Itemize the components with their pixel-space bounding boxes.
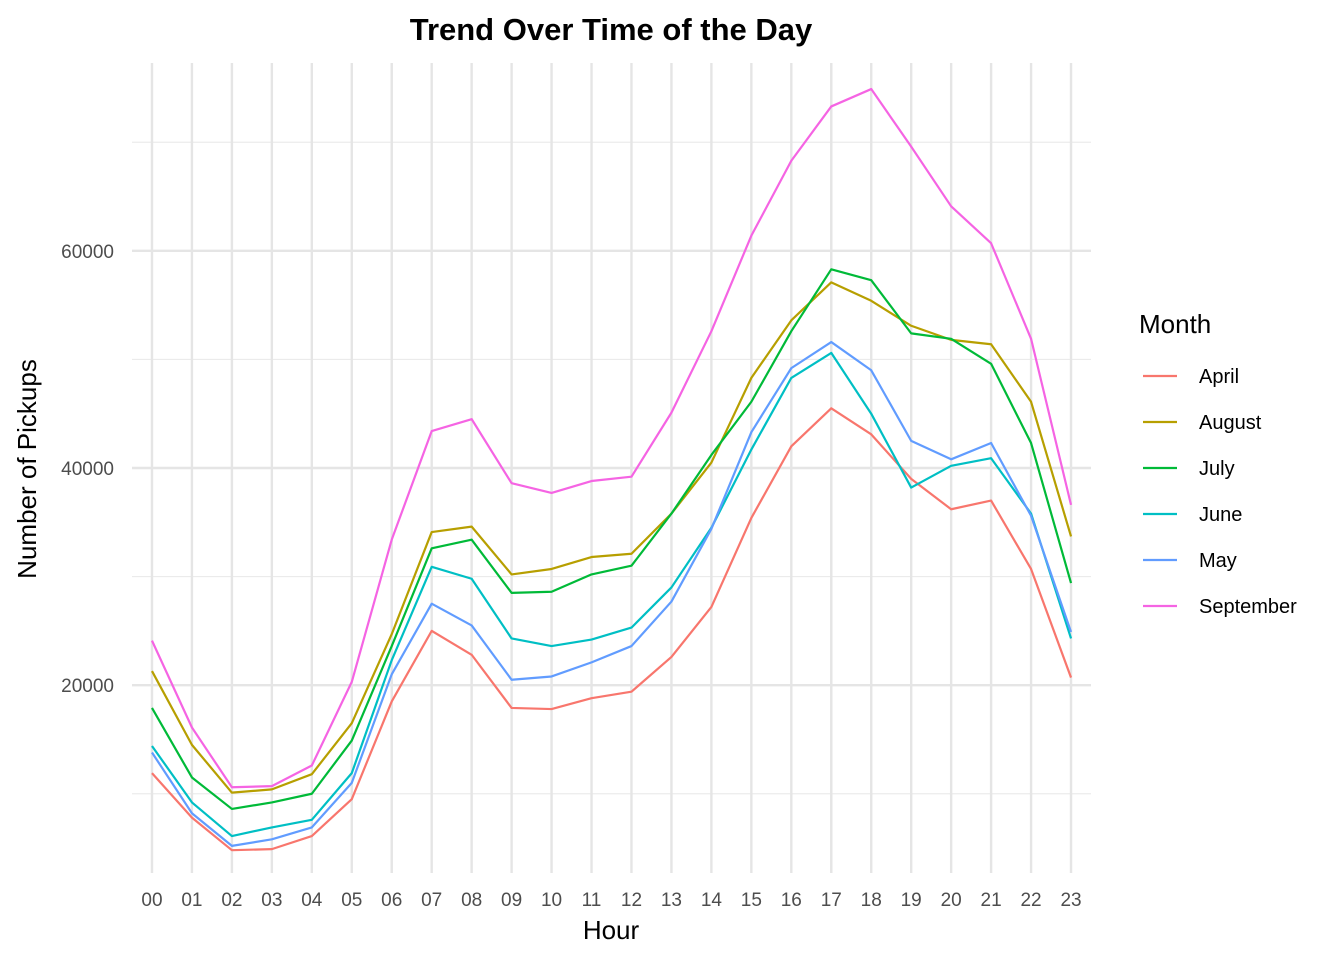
x-tick-label: 03	[261, 890, 282, 911]
series-line-september	[150, 87, 1073, 789]
y-axis-title: Number of Pickups	[12, 359, 42, 579]
y-tick-label: 40000	[61, 459, 114, 480]
chart-title: Trend Over Time of the Day	[410, 12, 813, 47]
x-tick-label: 23	[1060, 890, 1081, 911]
x-tick-label: 05	[341, 890, 362, 911]
y-tick-label: 60000	[61, 242, 114, 263]
y-axis-ticks: 20000 40000 60000	[61, 242, 114, 697]
x-tick-label: 11	[582, 890, 602, 911]
x-tick-label: 01	[181, 890, 202, 911]
x-tick-label: 20	[941, 890, 962, 911]
x-tick-label: 21	[981, 890, 1002, 911]
x-tick-label: 09	[501, 890, 522, 911]
x-tick-label: 08	[461, 890, 482, 911]
x-tick-label: 22	[1020, 890, 1041, 911]
series-lines	[150, 87, 1073, 852]
x-tick-label: 14	[701, 890, 723, 911]
legend: Month April August July June May September	[1139, 309, 1297, 618]
legend-label-august: August	[1199, 412, 1262, 434]
grid	[132, 63, 1091, 873]
x-axis-title: Hour	[583, 915, 640, 945]
x-tick-label: 10	[541, 890, 562, 911]
x-axis-ticks: 00 01 02 03 04 05 06 07 08 09 10 11 12 13 14 15 16 17 18 19…	[141, 890, 1081, 911]
x-tick-label: 15	[741, 890, 762, 911]
x-tick-label: 19	[901, 890, 922, 911]
legend-label-july: July	[1199, 458, 1235, 480]
x-tick-label: 06	[381, 890, 402, 911]
legend-label-may: May	[1199, 550, 1237, 572]
series-line-july	[151, 268, 1073, 811]
series-line-august	[151, 281, 1073, 794]
series-line-may	[151, 340, 1073, 847]
y-tick-label: 20000	[61, 676, 114, 697]
x-tick-label: 07	[421, 890, 442, 911]
x-tick-label: 02	[221, 890, 242, 911]
x-tick-label: 04	[301, 890, 323, 911]
x-tick-label: 13	[661, 890, 682, 911]
x-tick-label: 00	[141, 890, 162, 911]
series-line-june	[151, 351, 1073, 838]
x-tick-label: 18	[861, 890, 882, 911]
x-tick-label: 17	[821, 890, 842, 911]
x-tick-label: 16	[781, 890, 802, 911]
legend-title: Month	[1139, 309, 1211, 339]
legend-label-september: September	[1199, 596, 1297, 618]
legend-label-june: June	[1199, 504, 1242, 526]
legend-label-april: April	[1199, 366, 1239, 388]
x-tick-label: 12	[621, 890, 642, 911]
